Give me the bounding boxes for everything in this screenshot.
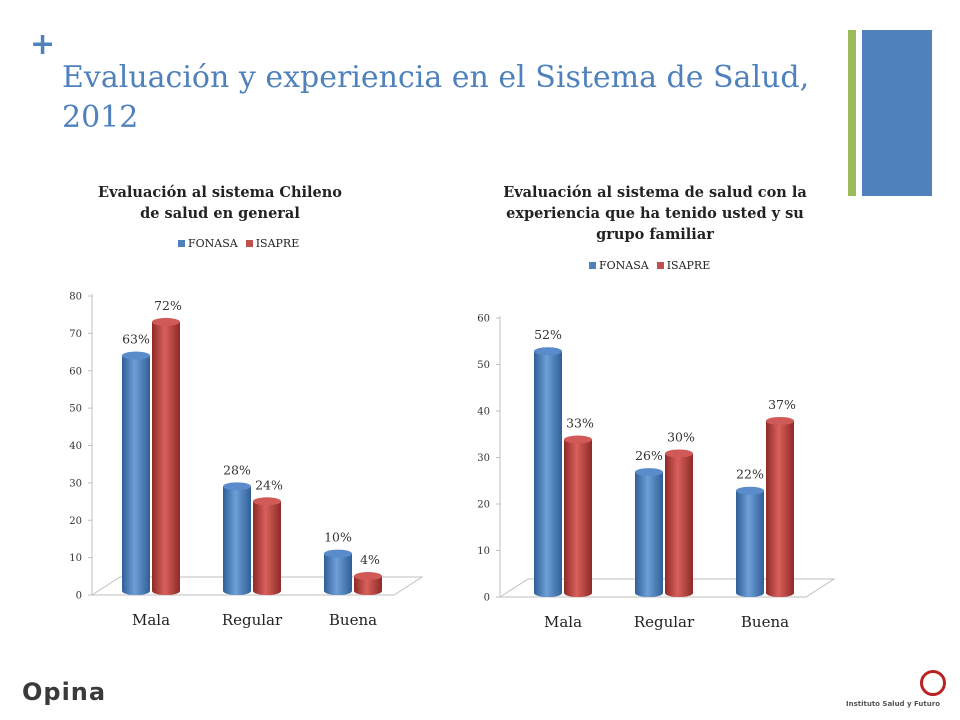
- chart1-legend-fonasa-label: FONASA: [188, 237, 238, 250]
- x-category-label: Mala: [132, 611, 170, 629]
- opina-logo: Opina: [22, 678, 106, 706]
- chart1-legend-fonasa: FONASA: [178, 237, 238, 250]
- bar-isapre-regular: [665, 453, 693, 597]
- slide-title: Evaluación y experiencia en el Sistema d…: [62, 60, 810, 135]
- chart1-legend: FONASA ISAPRE: [178, 237, 299, 250]
- opina-logo-text: Opina: [22, 678, 107, 706]
- y-tick-label: 30: [477, 453, 490, 464]
- y-tick-label: 30: [69, 478, 82, 489]
- bar-top: [766, 416, 794, 425]
- data-label: 10%: [324, 530, 352, 545]
- chart2-plot: 0 10 20 30 40 50 60 52% 33% Mala 26% 30% Regular 22% 3…: [477, 314, 836, 631]
- y-tick-label: 0: [76, 591, 82, 602]
- instituto-logo-text: Instituto Salud y Futuro: [845, 700, 941, 708]
- bar-top: [635, 468, 663, 477]
- plus-icon: +: [30, 27, 56, 62]
- data-label: 72%: [154, 298, 182, 313]
- bar-top: [736, 486, 764, 495]
- bar-top: [253, 497, 281, 506]
- chart2-title: Evaluación al sistema de salud con la ex…: [503, 184, 807, 243]
- bar-fonasa-mala: [122, 355, 150, 595]
- bar-fonasa-regular: [635, 472, 663, 597]
- bar-top: [122, 351, 150, 360]
- x-category-label: Regular: [222, 611, 283, 629]
- chart2-legend-fonasa-label: FONASA: [599, 259, 649, 272]
- instituto-logo-icon: [920, 670, 946, 696]
- bar-isapre-mala: [564, 439, 592, 597]
- chart2-legend-fonasa: FONASA: [589, 259, 649, 272]
- chart2-legend: FONASA ISAPRE: [589, 259, 710, 272]
- bar-fonasa-buena: [736, 490, 764, 597]
- bar-top: [223, 482, 251, 491]
- y-tick-label: 20: [477, 500, 490, 511]
- bar-fonasa-regular: [223, 486, 251, 595]
- bar-isapre-buena: [766, 420, 794, 597]
- bar-fonasa-buena: [324, 553, 352, 595]
- x-category-label: Mala: [544, 613, 582, 631]
- bar-top: [665, 449, 693, 458]
- data-label: 30%: [667, 430, 695, 445]
- x-category-label: Buena: [741, 613, 789, 631]
- bar-top: [354, 572, 382, 581]
- x-category-label: Buena: [329, 611, 377, 629]
- chart1-legend-isapre: ISAPRE: [245, 237, 300, 250]
- data-label: 22%: [736, 467, 764, 482]
- data-label: 33%: [566, 416, 594, 431]
- fonasa-swatch: [178, 240, 185, 247]
- bar-top: [564, 435, 592, 444]
- blue-accent-bar: [862, 30, 932, 196]
- y-tick-label: 40: [477, 407, 490, 418]
- y-tick-label: 70: [69, 329, 82, 340]
- chart-floor: [498, 578, 836, 598]
- y-tick-label: 80: [69, 292, 82, 303]
- y-tick-label: 20: [69, 516, 82, 527]
- chart1-plot: 0 10 20 30 40 50 60 70 80 63% 72% Mala 28% 24% Regular…: [69, 292, 424, 629]
- y-tick-label: 50: [477, 360, 490, 371]
- bar-isapre-buena: [354, 576, 382, 595]
- data-label: 28%: [223, 462, 251, 477]
- y-tick-label: 50: [69, 404, 82, 415]
- green-accent-bar: [848, 30, 856, 196]
- bar-isapre-mala: [152, 321, 180, 595]
- chart1-title: Evaluación al sistema Chileno de salud e…: [98, 184, 342, 222]
- instituto-logo: Instituto Salud y Futuro: [838, 670, 948, 716]
- fonasa-swatch: [589, 262, 596, 269]
- data-label: 26%: [635, 448, 663, 463]
- data-label: 63%: [122, 332, 150, 347]
- y-tick-label: 10: [477, 546, 490, 557]
- bar-top: [324, 549, 352, 558]
- data-label: 4%: [360, 552, 380, 567]
- bar-fonasa-mala: [534, 351, 562, 597]
- data-label: 37%: [768, 397, 796, 412]
- bar-isapre-regular: [253, 501, 281, 595]
- bar-top: [534, 347, 562, 356]
- y-tick-label: 10: [69, 553, 82, 564]
- y-tick-label: 0: [484, 593, 490, 604]
- isapre-swatch: [245, 240, 253, 247]
- x-category-label: Regular: [634, 613, 695, 631]
- y-tick-label: 60: [69, 366, 82, 377]
- chart-floor: [90, 576, 424, 596]
- data-label: 24%: [255, 477, 283, 492]
- chart2-legend-isapre: ISAPRE: [656, 259, 711, 272]
- chart1-legend-isapre-label: ISAPRE: [255, 237, 300, 250]
- y-tick-label: 60: [477, 314, 490, 325]
- chart2-legend-isapre-label: ISAPRE: [666, 259, 711, 272]
- data-label: 52%: [534, 327, 562, 342]
- y-tick-label: 40: [69, 441, 82, 452]
- isapre-swatch: [656, 262, 664, 269]
- bar-top: [152, 317, 180, 326]
